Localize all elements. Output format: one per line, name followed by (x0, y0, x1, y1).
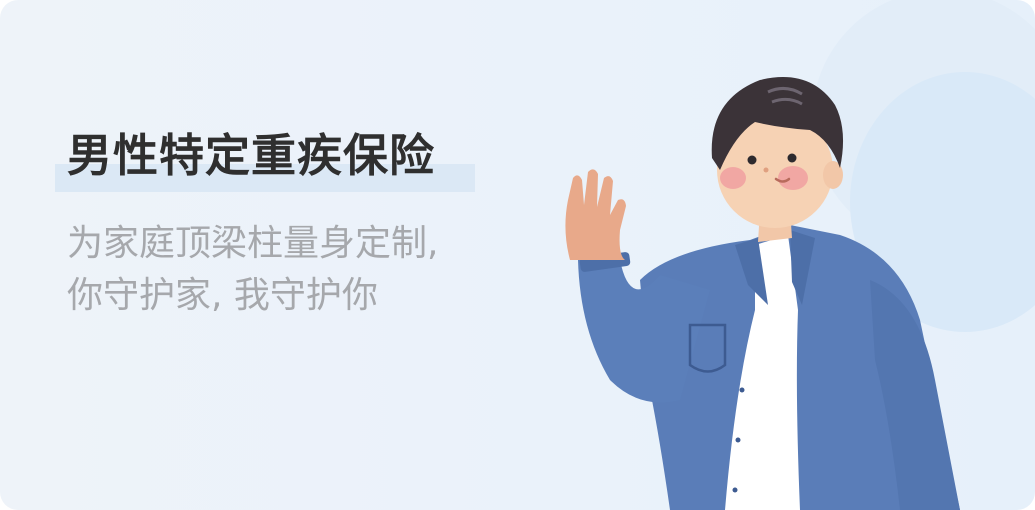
face (717, 112, 833, 228)
waving-hand (565, 169, 626, 260)
mouth (774, 177, 791, 183)
right-sleeve (870, 280, 960, 510)
title-block: 男性特定重疾保险 (55, 124, 475, 194)
right-cheek (778, 166, 808, 190)
jacket-button (732, 487, 738, 493)
hair-highlight (767, 87, 803, 96)
left-cheek (720, 167, 746, 189)
jacket-collar-left (735, 238, 768, 305)
subtitle-line-1: 为家庭顶梁柱量身定制, (67, 223, 439, 264)
waving-man-illustration (565, 77, 960, 510)
banner-subtitle: 为家庭顶梁柱量身定制, 你守护家, 我守护你 (67, 218, 438, 322)
white-shirt (725, 235, 800, 510)
nose (763, 167, 769, 173)
jacket-button (735, 437, 741, 443)
banner-title: 男性特定重疾保险 (67, 129, 436, 182)
jacket-collar-right (790, 230, 815, 305)
hair (711, 77, 844, 170)
raised-arm-sleeve (578, 260, 710, 403)
left-eye (747, 155, 757, 165)
jacket-button (739, 387, 745, 393)
chest-pocket (688, 323, 727, 373)
title-highlight (55, 164, 475, 192)
subtitle-line-2: 你守护家, 我守护你 (67, 275, 378, 316)
hair-highlight (771, 97, 803, 106)
right-eye (787, 153, 797, 163)
ear (823, 161, 843, 189)
